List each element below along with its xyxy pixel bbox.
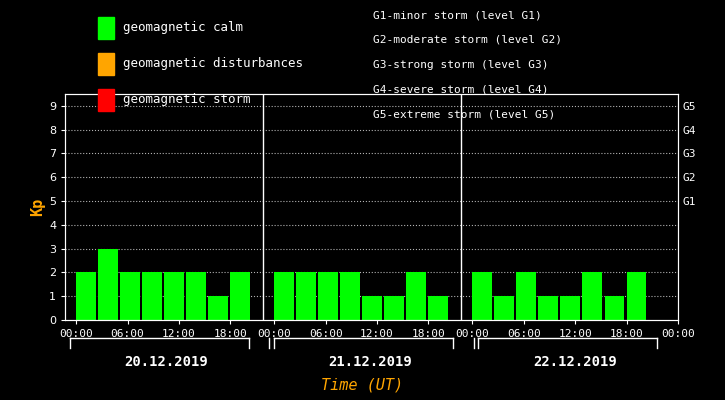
- Bar: [626, 272, 646, 320]
- Text: G2-moderate storm (level G2): G2-moderate storm (level G2): [373, 35, 563, 45]
- Bar: [605, 296, 624, 320]
- Bar: [560, 296, 580, 320]
- Text: geomagnetic disturbances: geomagnetic disturbances: [123, 58, 302, 70]
- Bar: [516, 272, 536, 320]
- Bar: [99, 249, 118, 320]
- Bar: [231, 272, 250, 320]
- Text: geomagnetic storm: geomagnetic storm: [123, 94, 250, 106]
- Text: G1-minor storm (level G1): G1-minor storm (level G1): [373, 10, 542, 20]
- Text: G4-severe storm (level G4): G4-severe storm (level G4): [373, 84, 549, 94]
- Bar: [362, 296, 382, 320]
- Bar: [165, 272, 184, 320]
- Bar: [120, 272, 140, 320]
- Bar: [318, 272, 338, 320]
- Text: geomagnetic calm: geomagnetic calm: [123, 22, 243, 34]
- Y-axis label: Kp: Kp: [30, 198, 45, 216]
- Bar: [186, 272, 206, 320]
- Bar: [539, 296, 558, 320]
- Bar: [274, 272, 294, 320]
- Bar: [494, 296, 514, 320]
- Bar: [142, 272, 162, 320]
- Text: G3-strong storm (level G3): G3-strong storm (level G3): [373, 60, 549, 70]
- Text: 21.12.2019: 21.12.2019: [328, 355, 413, 369]
- Bar: [407, 272, 426, 320]
- Bar: [208, 296, 228, 320]
- Text: Time (UT): Time (UT): [321, 377, 404, 392]
- Bar: [428, 296, 448, 320]
- Bar: [76, 272, 96, 320]
- Text: 20.12.2019: 20.12.2019: [125, 355, 208, 369]
- Bar: [473, 272, 492, 320]
- Bar: [582, 272, 602, 320]
- Bar: [297, 272, 316, 320]
- Text: 22.12.2019: 22.12.2019: [533, 355, 616, 369]
- Text: G5-extreme storm (level G5): G5-extreme storm (level G5): [373, 109, 555, 119]
- Bar: [384, 296, 405, 320]
- Bar: [340, 272, 360, 320]
